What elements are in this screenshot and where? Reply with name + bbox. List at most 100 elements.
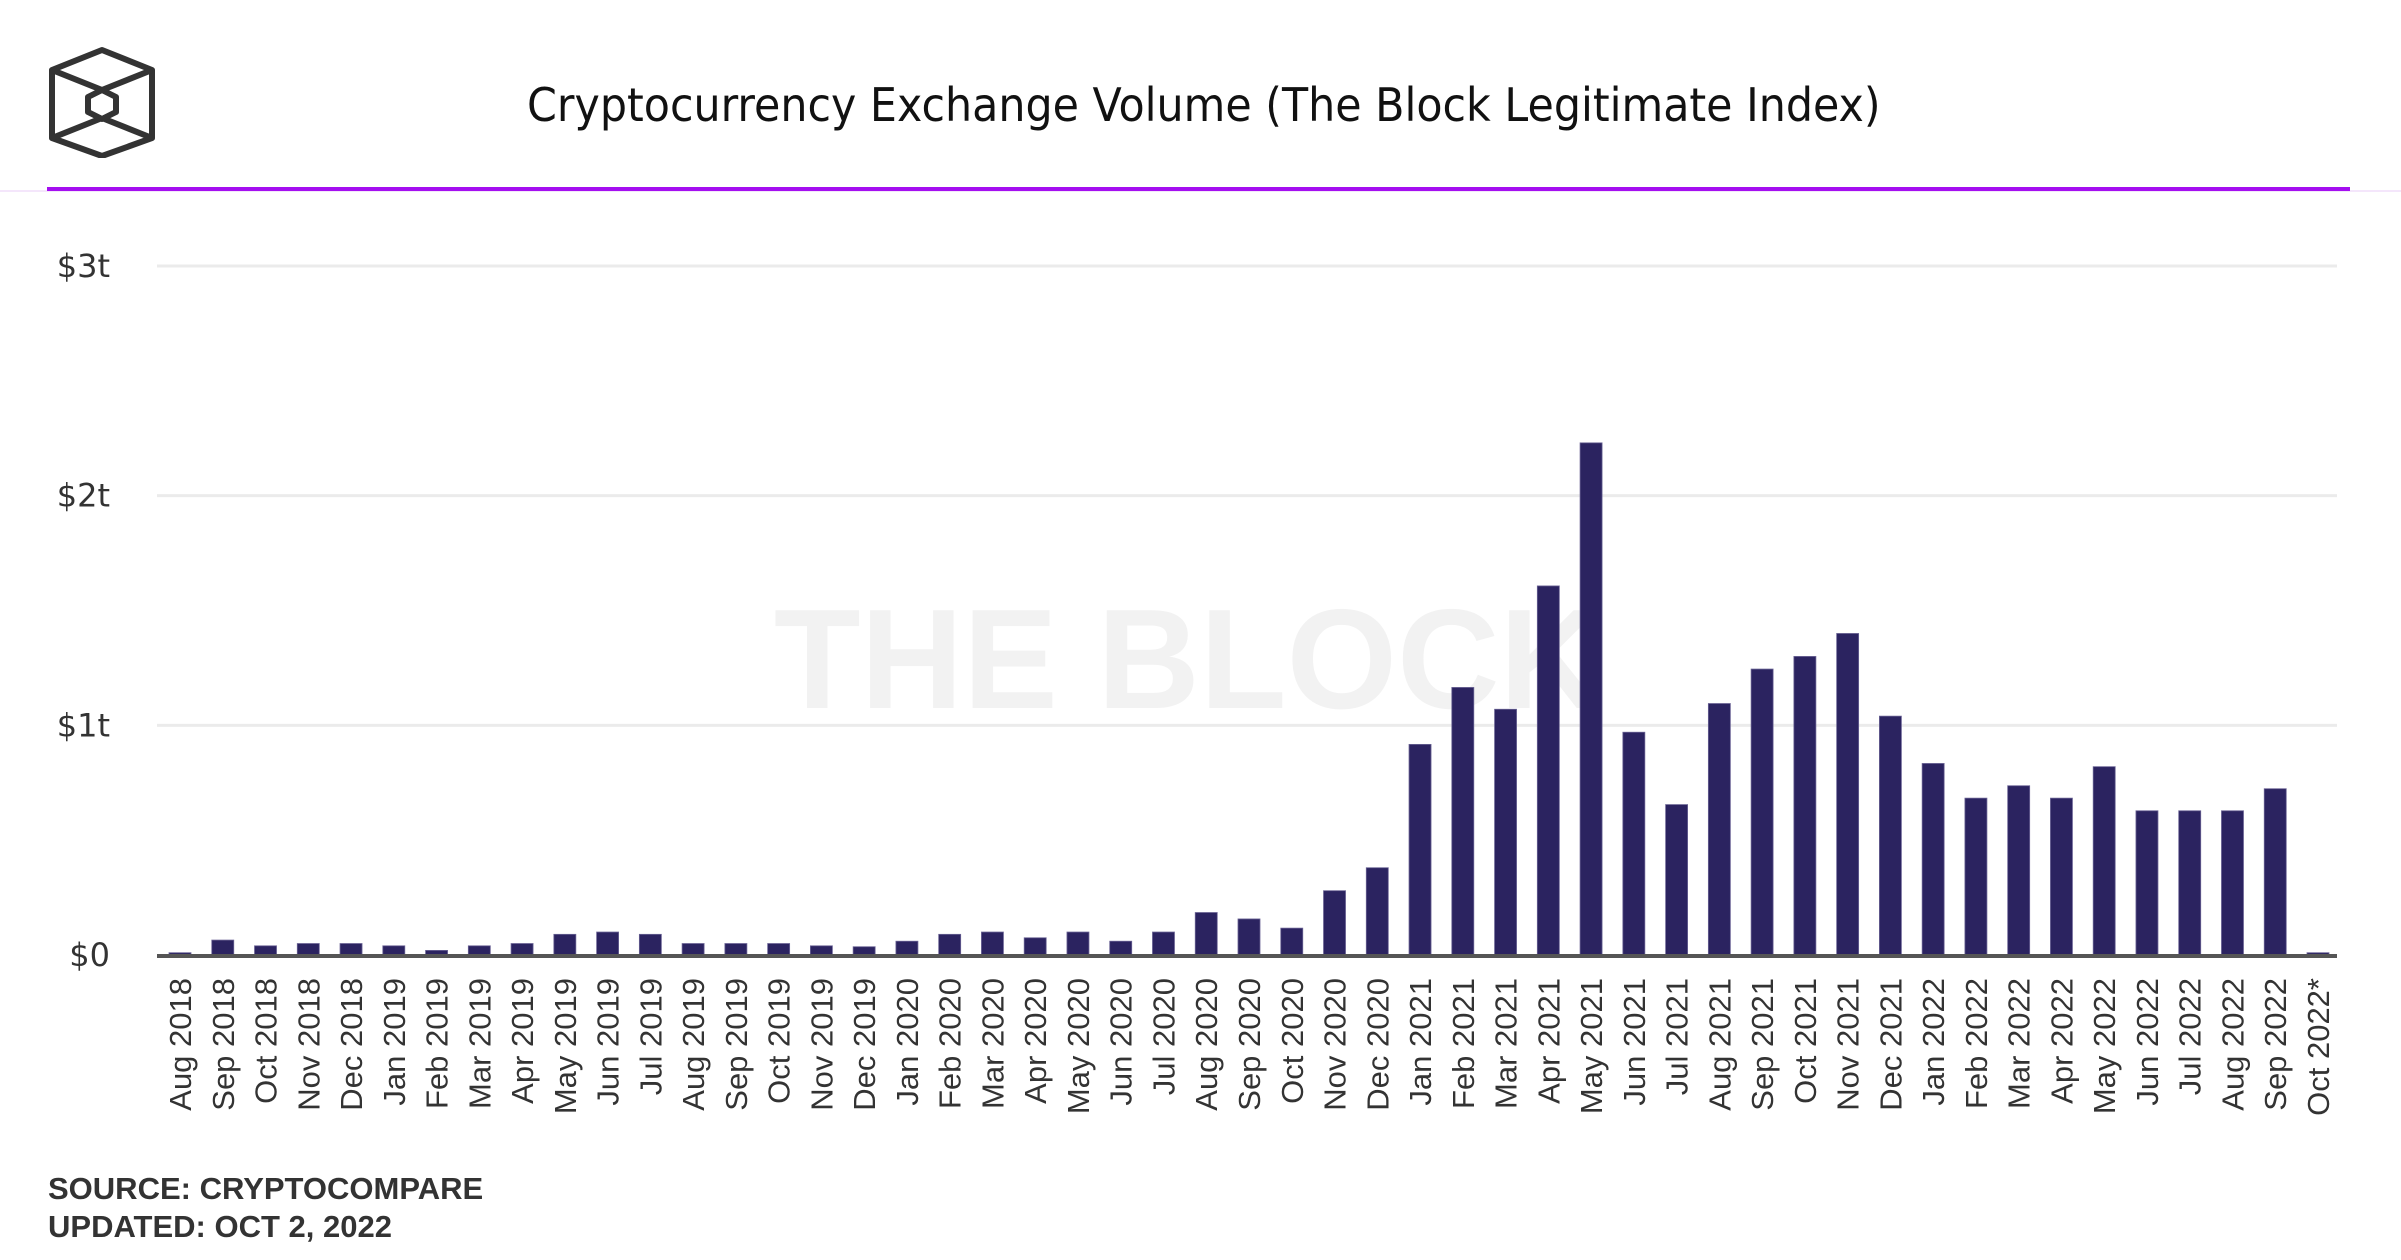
bar xyxy=(467,945,491,956)
bar xyxy=(2263,788,2287,956)
bar xyxy=(1365,867,1389,956)
bar xyxy=(553,933,577,956)
chart-title: Cryptocurrency Exchange Volume (The Bloc… xyxy=(527,78,1881,132)
bar xyxy=(1066,931,1090,956)
x-tick-label: Jan 2021 xyxy=(1403,978,1438,1106)
updated-note: UPDATED: OCT 2, 2022 xyxy=(48,1209,392,1244)
y-axis-ticks: $0 $1t $2t $3t xyxy=(57,247,110,974)
x-tick-label: Apr 2020 xyxy=(1018,978,1053,1104)
bar xyxy=(2092,766,2116,956)
x-tick-label: Jul 2020 xyxy=(1146,978,1181,1095)
x-tick-label: Sep 2020 xyxy=(1232,978,1267,1111)
y-tick-label: $1t xyxy=(57,706,110,744)
x-tick-label: Oct 2018 xyxy=(249,978,284,1104)
x-tick-label: Jun 2020 xyxy=(1104,978,1139,1106)
bar xyxy=(2221,810,2244,956)
bar xyxy=(938,933,962,956)
x-tick-label: Feb 2022 xyxy=(1959,978,1994,1109)
bar xyxy=(2050,797,2073,956)
x-tick-label: Apr 2022 xyxy=(2044,978,2079,1104)
y-tick-label: $2t xyxy=(57,477,110,515)
bar xyxy=(1750,668,1774,956)
watermark-text: THE BLOCK xyxy=(774,580,1602,739)
x-axis-ticks: Aug 2018 Sep 2018 Oct 2018 Nov 2018 Dec 2018… xyxy=(163,978,2336,1116)
bar xyxy=(1323,890,1346,956)
x-tick-label: May 2019 xyxy=(548,978,583,1114)
bar xyxy=(1109,940,1133,956)
x-tick-label: Jun 2019 xyxy=(591,978,626,1106)
x-tick-label: Feb 2020 xyxy=(933,978,968,1109)
x-tick-label: Feb 2019 xyxy=(420,978,455,1109)
x-tick-label: Jul 2022 xyxy=(2173,978,2208,1095)
header-accent-rule xyxy=(47,187,2350,191)
the-block-logo-icon xyxy=(49,47,155,158)
bar xyxy=(1707,703,1731,956)
y-tick-label: $3t xyxy=(57,247,110,285)
x-tick-label: Mar 2020 xyxy=(975,978,1010,1109)
x-tick-label: Aug 2022 xyxy=(2215,978,2250,1111)
x-tick-label: Nov 2018 xyxy=(291,978,326,1111)
bar xyxy=(211,939,235,956)
bar xyxy=(1793,656,1817,956)
x-tick-label: Jun 2021 xyxy=(1617,978,1652,1106)
bar xyxy=(1964,797,1988,956)
x-tick-label: Dec 2019 xyxy=(847,978,882,1111)
bar xyxy=(1451,687,1475,956)
x-tick-label: Apr 2021 xyxy=(1531,978,1566,1104)
bar xyxy=(1579,442,1603,956)
x-tick-label: Dec 2021 xyxy=(1873,978,1908,1111)
bar xyxy=(339,943,363,956)
x-tick-label: Mar 2019 xyxy=(462,978,497,1109)
bar xyxy=(1408,743,1432,956)
x-tick-label: Oct 2021 xyxy=(1788,978,1823,1104)
bar xyxy=(1152,931,1175,956)
x-tick-label: Sep 2018 xyxy=(206,978,241,1111)
x-tick-label: Aug 2020 xyxy=(1189,978,1224,1111)
bar xyxy=(596,931,619,956)
source-note: SOURCE: CRYPTOCOMPARE xyxy=(48,1171,484,1206)
bar xyxy=(1836,633,1860,956)
x-tick-label: Aug 2019 xyxy=(676,978,711,1111)
x-tick-label: Feb 2021 xyxy=(1446,978,1481,1109)
x-tick-label: Nov 2021 xyxy=(1831,978,1866,1111)
bar xyxy=(296,943,320,956)
bar xyxy=(1194,912,1218,956)
x-tick-label: May 2020 xyxy=(1061,978,1096,1114)
x-tick-label: Oct 2020 xyxy=(1275,978,1310,1104)
bars xyxy=(168,442,2330,956)
x-tick-label: Jul 2021 xyxy=(1660,978,1695,1095)
bar xyxy=(1622,731,1646,956)
bar xyxy=(510,943,534,956)
bar xyxy=(2178,810,2202,956)
bar xyxy=(1921,763,1945,956)
bar xyxy=(767,943,791,956)
bar xyxy=(382,945,406,956)
x-tick-label: Dec 2020 xyxy=(1360,978,1395,1111)
x-tick-label: Oct 2022* xyxy=(2301,978,2336,1116)
bar xyxy=(810,945,833,956)
y-tick-label: $0 xyxy=(69,936,110,974)
x-tick-label: Nov 2019 xyxy=(804,978,839,1111)
bar xyxy=(1494,708,1517,956)
x-tick-label: May 2022 xyxy=(2087,978,2122,1114)
bar xyxy=(1237,918,1261,956)
bar xyxy=(895,940,919,956)
bar xyxy=(681,943,705,956)
footer: SOURCE: CRYPTOCOMPARE UPDATED: OCT 2, 20… xyxy=(48,1170,483,1246)
x-tick-label: Jan 2020 xyxy=(890,978,925,1106)
bar xyxy=(2007,785,2031,956)
x-tick-label: Aug 2018 xyxy=(163,978,198,1111)
x-tick-label: Oct 2019 xyxy=(762,978,797,1104)
x-tick-label: Jan 2022 xyxy=(1916,978,1951,1106)
bar xyxy=(638,933,662,956)
x-tick-label: Sep 2019 xyxy=(719,978,754,1111)
bar xyxy=(1536,585,1560,956)
bar xyxy=(1023,937,1047,956)
bar xyxy=(852,946,876,956)
x-tick-label: Nov 2020 xyxy=(1318,978,1353,1111)
bar xyxy=(254,945,277,956)
bar xyxy=(1665,804,1688,956)
x-tick-label: Apr 2019 xyxy=(505,978,540,1104)
bar xyxy=(981,931,1004,956)
